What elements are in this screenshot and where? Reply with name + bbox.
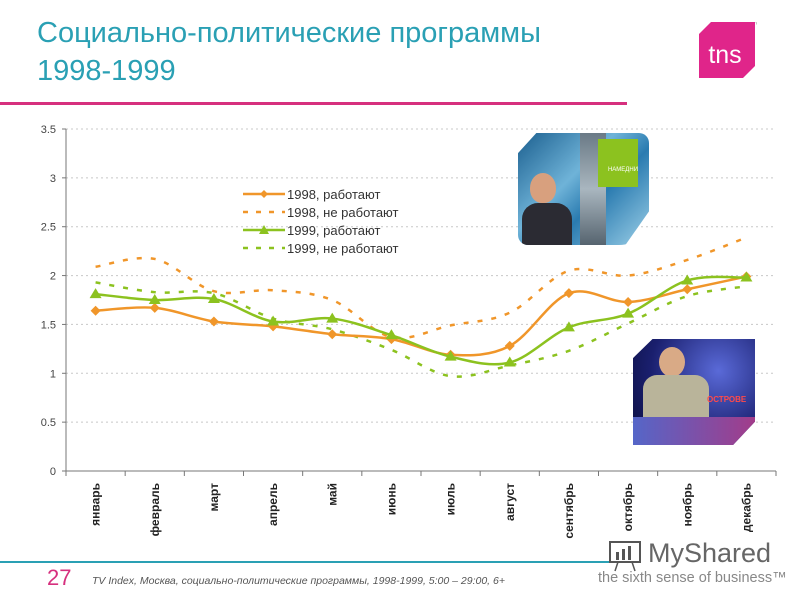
y-tick-label: 3.5 bbox=[41, 124, 56, 136]
diamond-marker-icon bbox=[327, 329, 338, 340]
orange-diamond-line-icon bbox=[243, 190, 285, 198]
triangle-marker-icon bbox=[622, 307, 635, 318]
news-anchor-photo-1: НАМЕДНИ bbox=[518, 133, 649, 245]
title-line-2: 1998-1999 bbox=[37, 55, 176, 87]
y-tick-label: 0 bbox=[50, 466, 56, 478]
presentation-board-icon bbox=[609, 541, 641, 572]
y-tick-label: 0.5 bbox=[41, 417, 56, 429]
green-dashed-line-icon bbox=[243, 246, 285, 250]
x-tick-label: март bbox=[207, 483, 221, 512]
y-tick-label: 2.5 bbox=[41, 222, 56, 234]
orange-dashed-line-icon bbox=[243, 210, 285, 214]
diamond-marker-icon bbox=[208, 316, 219, 327]
series-line-1 bbox=[95, 236, 747, 340]
green-panel bbox=[598, 139, 638, 187]
chart-legend: 1998, работают 1998, не работают 1999, р… bbox=[243, 185, 398, 257]
diamond-marker-icon bbox=[90, 305, 101, 316]
legend-label: 1999, не работают bbox=[287, 240, 399, 256]
legend-label: 1998, работают bbox=[287, 186, 381, 202]
triangle-marker-icon bbox=[503, 356, 516, 367]
x-tick-label: апрель bbox=[266, 483, 280, 526]
x-tick-label: сентябрь bbox=[562, 483, 576, 539]
y-tick-label: 2 bbox=[50, 271, 56, 283]
diamond-marker-icon bbox=[149, 302, 160, 313]
x-tick-label: октябрь bbox=[621, 483, 635, 531]
logo-text: tns bbox=[708, 41, 741, 69]
anchor-head bbox=[659, 347, 685, 377]
watermark-tagline: the sixth sense of business™ bbox=[598, 570, 787, 586]
x-tick-label: май bbox=[325, 483, 339, 506]
diamond-marker-icon bbox=[504, 340, 515, 351]
x-tick-label: февраль bbox=[148, 483, 162, 536]
trademark-icon: ™ bbox=[755, 22, 757, 28]
page-title: Социально-политические программы 1998-19… bbox=[37, 14, 541, 90]
triangle-marker-icon bbox=[148, 294, 161, 304]
page-number: 27 bbox=[47, 565, 72, 590]
triangle-marker-icon bbox=[326, 312, 339, 323]
logo-shape-icon bbox=[699, 22, 755, 78]
x-tick-label: август bbox=[503, 483, 517, 521]
anchor-body bbox=[522, 203, 572, 245]
y-tick-label: 3 bbox=[50, 173, 56, 185]
photo-caption: НАМЕДНИ bbox=[607, 167, 639, 173]
legend-label: 1999, работают bbox=[287, 222, 381, 238]
source-note: TV Index, Москва, социально-политические… bbox=[92, 575, 505, 587]
title-divider bbox=[0, 102, 627, 105]
diamond-marker-icon bbox=[563, 288, 574, 299]
y-tick-label: 1 bbox=[50, 368, 56, 380]
x-tick-label: июль bbox=[444, 483, 458, 515]
triangle-marker-icon bbox=[562, 321, 575, 332]
news-ticker bbox=[633, 417, 755, 445]
legend-label: 1998, не работают bbox=[287, 204, 399, 220]
triangle-marker-icon bbox=[385, 329, 398, 340]
diamond-marker-icon bbox=[682, 284, 693, 295]
legend-item-1998-not-working: 1998, не работают bbox=[243, 203, 398, 221]
legend-item-1999-not-working: 1999, не работают bbox=[243, 239, 398, 257]
title-line-1: Социально-политические программы bbox=[37, 17, 541, 49]
tns-logo: tns ™ bbox=[699, 22, 757, 78]
triangle-marker-icon bbox=[681, 274, 694, 285]
legend-item-1998-working: 1998, работают bbox=[243, 185, 398, 203]
triangle-marker-icon bbox=[740, 271, 753, 282]
triangle-marker-icon bbox=[207, 293, 220, 304]
green-triangle-line-icon bbox=[243, 225, 285, 234]
watermark-name: MyShared bbox=[648, 538, 772, 568]
legend-item-1999-working: 1999, работают bbox=[243, 221, 398, 239]
triangle-marker-icon bbox=[444, 350, 457, 361]
x-tick-label: июнь bbox=[384, 483, 398, 515]
photo-caption: ОСТРОВЕ bbox=[707, 395, 747, 404]
anchor-head bbox=[530, 173, 556, 203]
y-tick-label: 1.5 bbox=[41, 319, 56, 331]
x-tick-label: январь bbox=[89, 483, 103, 526]
news-anchor-photo-2: ОСТРОВЕ bbox=[633, 339, 755, 445]
triangle-marker-icon bbox=[267, 315, 280, 326]
x-tick-label: декабрь bbox=[739, 483, 753, 532]
footer-divider bbox=[0, 561, 620, 563]
triangle-marker-icon bbox=[89, 288, 102, 299]
diamond-marker-icon bbox=[623, 296, 634, 307]
x-tick-label: ноябрь bbox=[680, 483, 694, 527]
